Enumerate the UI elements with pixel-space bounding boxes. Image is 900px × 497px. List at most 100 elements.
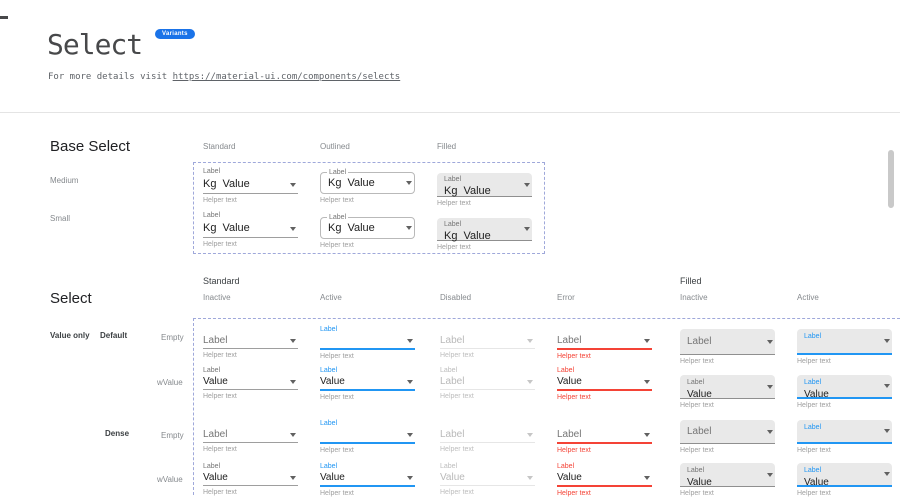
select-standard-active-empty[interactable]: Label Helper text [320,419,415,454]
select-standard-inactive-empty[interactable]: Label Helper text [203,419,298,453]
select-standard-inactive-empty[interactable]: Label Helper text [203,325,298,359]
select-value-row: Label [557,428,652,444]
dropdown-arrow-icon [767,384,773,389]
select-value: Value [203,472,228,483]
select-floating-label: Label [203,463,221,470]
select-outlined-inactive-value[interactable]: Label Kg Value Helper text [320,214,415,249]
dropdown-arrow-icon [644,433,650,437]
dropdown-arrow-icon [290,227,296,231]
select-standard-error-value[interactable]: Label Value Helper text [557,462,652,497]
select-filled-inactive-value[interactable]: Label Kg Value Helper text [437,173,532,207]
scrollbar-thumb[interactable] [888,150,894,208]
select-filled-inactive-empty[interactable]: Label Helper text [680,420,775,454]
select-value-row: Value [203,375,298,390]
dropdown-arrow-icon [290,380,296,384]
select-filled-active-empty[interactable]: Label Helper text [797,329,892,365]
select-placeholder-label: Label [687,426,712,437]
variants-badge: Variants [155,29,195,39]
density-label-dense: Dense [105,429,130,438]
helper-text: Helper text [320,197,354,204]
docs-link[interactable]: https://material-ui.com/components/selec… [172,72,401,82]
select-standard-inactive-value[interactable]: Label Value Helper text [203,462,298,496]
select-value: Label [440,376,465,387]
select-adornment: Kg [203,222,217,234]
select-filled-inactive-empty[interactable]: Label Helper text [680,329,775,365]
helper-text: Helper text [440,352,474,359]
select-value: Value [804,477,829,488]
row-label-wvalue-default: wValue [157,378,183,387]
select-standard-inactive-value[interactable]: Label Value Helper text [203,366,298,400]
select-value-row: Label [440,428,535,443]
select-value-row: Kg Value [321,173,414,193]
select-filled-active-value[interactable]: Label Value Helper text [797,463,892,497]
helper-text: Helper text [437,244,471,251]
dropdown-arrow-icon [527,476,533,480]
dropdown-arrow-icon [524,227,530,231]
select-floating-label: Label [203,367,221,374]
helper-text: Helper text [203,489,237,496]
select-placeholder-label: Label [440,335,465,346]
select-filled-box: Label Value [680,375,775,400]
select-standard-disabled-value[interactable]: Label Value Helper text [440,462,535,496]
select-value-row: Value [203,471,298,486]
column-header-outlined: Outlined [320,142,350,151]
select-standard-active-value[interactable]: Label Value Helper text [320,366,415,401]
select-value-row: Value [557,375,652,391]
select-placeholder-label: Label [557,429,582,440]
select-filled-box: Label Value [797,463,892,488]
dropdown-arrow-icon [884,429,890,433]
select-standard-disabled-value[interactable]: Label Label Helper text [440,366,535,400]
column-header-filled: Filled [437,142,457,151]
select-filled-box: Label Value [680,463,775,488]
select-standard-inactive-value[interactable]: Label Kg Value Helper text [203,211,298,248]
select-filled-inactive-value[interactable]: Label Kg Value Helper text [437,218,532,251]
select-floating-label: Label [557,367,575,374]
select-placeholder-label: Label [557,335,582,346]
helper-text: Helper text [320,394,354,401]
select-adornment: Kg [444,185,458,197]
select-filled-active-value[interactable]: Label Value Helper text [797,375,892,409]
select-standard-error-empty[interactable]: Label Helper text [557,419,652,454]
select-floating-label: Label [203,212,221,219]
select-placeholder-label: Label [203,429,228,440]
dropdown-arrow-icon [767,339,773,344]
dropdown-arrow-icon [406,226,412,230]
select-floating-label: Label [320,367,338,374]
select-floating-label: Label [320,420,338,427]
dropdown-arrow-icon [527,433,533,437]
select-standard-disabled-empty[interactable]: Label Helper text [440,325,535,359]
select-filled-box: Label Kg Value [437,173,532,197]
select-value: Value [222,222,250,234]
select-value: Value [463,230,491,242]
select-value-row [320,334,415,350]
dropdown-arrow-icon [407,339,413,343]
group-header-filled: Filled [680,276,702,286]
helper-text: Helper text [680,358,714,365]
select-standard-active-value[interactable]: Label Value Helper text [320,462,415,497]
select-outlined-inactive-value[interactable]: Label Kg Value Helper text [320,169,415,204]
select-standard-active-empty[interactable]: Label Helper text [320,325,415,360]
select-standard-disabled-empty[interactable]: Label Helper text [440,419,535,453]
select-value-row: Label [203,428,298,443]
select-value-row: Kg Value [321,218,414,238]
select-value-row: Value [320,375,415,391]
select-standard-inactive-value[interactable]: Label Kg Value Helper text [203,167,298,204]
select-filled-inactive-value[interactable]: Label Value Helper text [680,463,775,497]
helper-text: Helper text [557,353,591,360]
row-group-value-only: Value only [50,331,90,340]
select-standard-error-value[interactable]: Label Value Helper text [557,366,652,401]
select-floating-label: Label [444,176,462,183]
select-value: Value [557,376,582,387]
select-floating-label: Label [557,463,575,470]
dropdown-arrow-icon [290,476,296,480]
helper-text: Helper text [680,447,714,454]
select-floating-label [203,419,298,428]
select-value: Value [687,477,712,488]
select-filled-inactive-value[interactable]: Label Value Helper text [680,375,775,409]
density-label-default: Default [100,331,128,340]
select-filled-active-empty[interactable]: Label Helper text [797,420,892,454]
select-standard-error-empty[interactable]: Label Helper text [557,325,652,360]
helper-text: Helper text [440,489,474,496]
select-floating-label: Label [687,467,705,474]
